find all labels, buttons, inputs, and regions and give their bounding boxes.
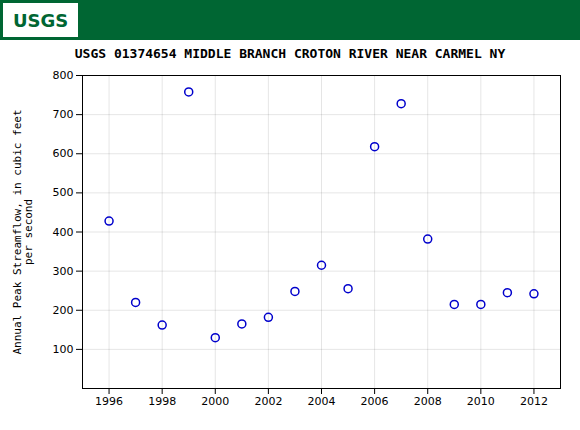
html-text:USGS: USGS xyxy=(13,9,69,31)
svg-text:700: 700 xyxy=(53,108,74,121)
svg-text:400: 400 xyxy=(53,226,74,239)
svg-text:200: 200 xyxy=(53,304,74,317)
svg-text:800: 800 xyxy=(53,69,74,82)
html-text:USGS 01374654 MIDDLE BRANCH CR: USGS 01374654 MIDDLE BRANCH CROTON RIVER… xyxy=(74,46,506,61)
svg-text:600: 600 xyxy=(53,147,74,160)
svg-text:2000: 2000 xyxy=(201,395,229,408)
svg-text:500: 500 xyxy=(53,186,74,199)
svg-text:2008: 2008 xyxy=(414,395,442,408)
svg-text:2012: 2012 xyxy=(520,395,548,408)
svg-text:2006: 2006 xyxy=(361,395,389,408)
svg-text:100: 100 xyxy=(53,343,74,356)
svg-text:2002: 2002 xyxy=(254,395,282,408)
svg-text:1996: 1996 xyxy=(95,395,123,408)
svg-text:Annual Peak Streamflow, in cub: Annual Peak Streamflow, in cubic feetper… xyxy=(11,109,35,354)
svg-text:2004: 2004 xyxy=(308,395,336,408)
svg-text:1998: 1998 xyxy=(148,395,176,408)
svg-text:300: 300 xyxy=(53,265,74,278)
svg-text:2010: 2010 xyxy=(467,395,495,408)
